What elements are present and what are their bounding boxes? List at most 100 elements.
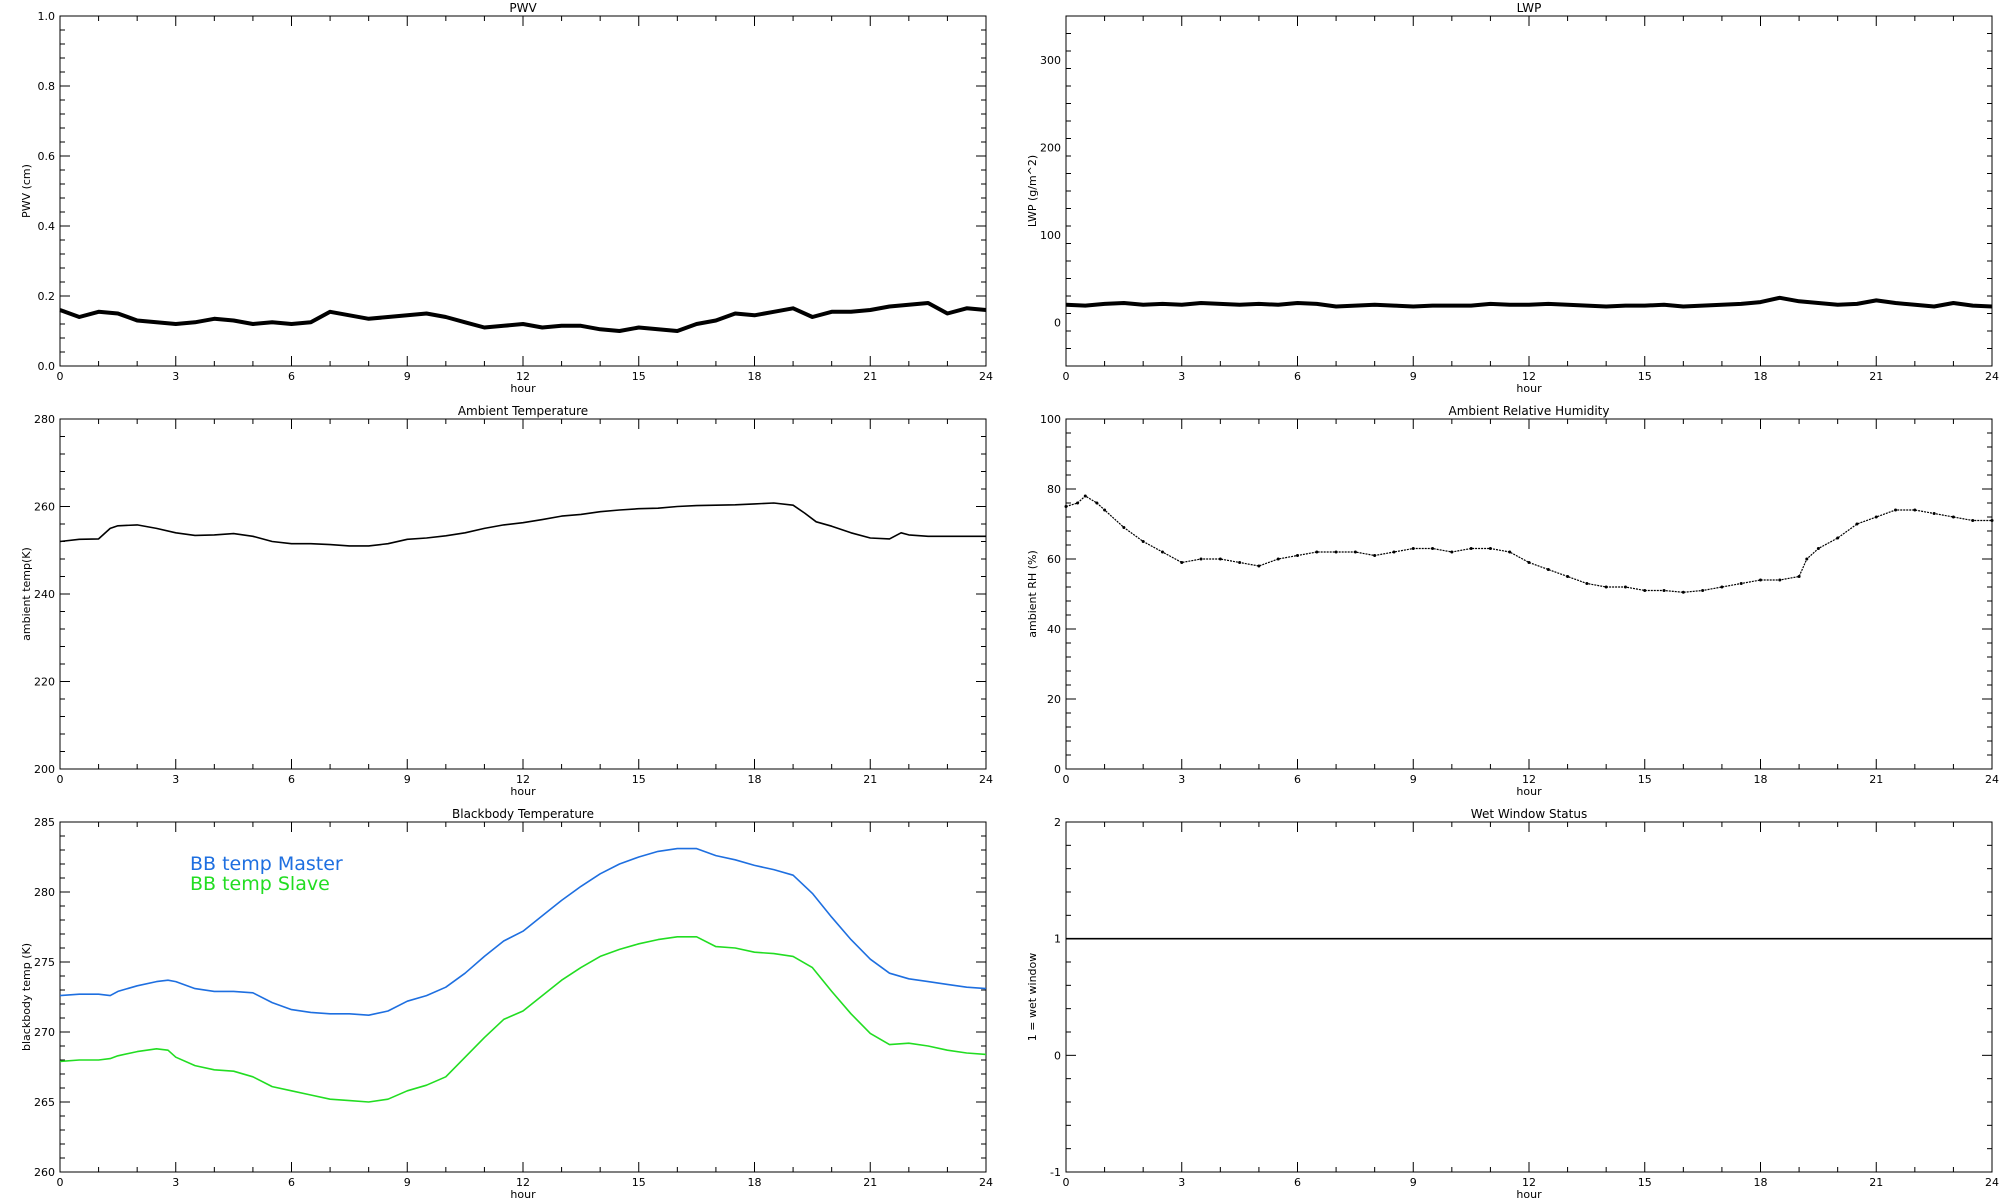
x-tick-label: 9: [1410, 1176, 1417, 1189]
x-tick-label: 0: [1063, 773, 1070, 786]
x-tick-label: 24: [1985, 1176, 1999, 1189]
x-tick-label: 12: [516, 773, 530, 786]
data-point: [1469, 547, 1473, 550]
x-tick-label: 6: [1294, 370, 1301, 383]
y-tick-label: 40: [1047, 623, 1061, 636]
x-tick-label: 24: [1985, 773, 1999, 786]
y-tick-label: 200: [34, 763, 55, 776]
y-tick-label: 280: [34, 413, 55, 426]
y-tick-label: 0: [1054, 316, 1061, 329]
x-tick-label: 12: [1522, 773, 1536, 786]
x-tick-label: 3: [1178, 1176, 1185, 1189]
y-tick-label: 1: [1054, 933, 1061, 946]
chart-title: Ambient Relative Humidity: [1449, 404, 1610, 418]
legend-entry-2: BB temp Slave: [190, 873, 330, 895]
x-tick-label: 3: [172, 370, 179, 383]
series-line-1: [59, 847, 987, 1016]
x-tick-label: 24: [979, 773, 993, 786]
y-tick-label: 20: [1047, 693, 1061, 706]
y-axis-label: blackbody temp (K): [20, 943, 33, 1051]
x-tick-label: 0: [57, 773, 64, 786]
x-tick-label: 21: [1869, 773, 1883, 786]
y-tick-label: 0: [1054, 1049, 1061, 1062]
series-line-1: [59, 502, 986, 547]
y-tick-label: 0.0: [38, 360, 56, 373]
y-tick-label: 260: [34, 501, 55, 514]
x-tick-label: 12: [1522, 1176, 1536, 1189]
chart-panel-3: Ambient Temperature 0 3 6 9 12 15 18 21 24 hour 200…: [20, 404, 993, 798]
x-tick-label: 6: [288, 370, 295, 383]
x-tick-label: 12: [516, 1176, 530, 1189]
y-tick-label: 0.4: [38, 220, 56, 233]
x-axis-label: hour: [1516, 382, 1542, 395]
x-axis-label: hour: [510, 1188, 536, 1200]
y-tick-label: 270: [34, 1026, 55, 1039]
x-tick-label: 9: [1410, 370, 1417, 383]
chart-panel-2: LWP 0 3 6 9 12 15 18 21 24 hour 0 100 200 300 LWP (g/m^…: [1026, 1, 1999, 395]
y-tick-label: 285: [34, 816, 55, 829]
y-tick-label: 200: [1040, 141, 1061, 154]
x-tick-label: 24: [979, 370, 993, 383]
x-tick-label: 21: [1869, 1176, 1883, 1189]
x-tick-label: 18: [748, 773, 762, 786]
chart-title: PWV: [509, 1, 537, 15]
y-tick-label: 80: [1047, 483, 1061, 496]
y-tick-label: -1: [1050, 1166, 1061, 1179]
y-tick-label: 300: [1040, 54, 1061, 67]
data-point: [1720, 585, 1724, 589]
x-tick-label: 18: [748, 1176, 762, 1189]
data-point: [1990, 519, 1994, 522]
series-1: [1064, 494, 1994, 594]
y-tick-label: 220: [34, 676, 55, 689]
y-axis-label: LWP (g/m^2): [1026, 155, 1039, 227]
x-tick-label: 18: [748, 370, 762, 383]
y-tick-label: 100: [1040, 413, 1061, 426]
x-tick-label: 21: [863, 370, 877, 383]
legend-entry-1: BB temp Master: [190, 853, 343, 875]
y-tick-label: 280: [34, 886, 55, 899]
x-tick-label: 6: [1294, 1176, 1301, 1189]
x-axis-label: hour: [510, 785, 536, 798]
x-axis-label: hour: [1516, 1188, 1542, 1200]
plot-frame: [1065, 418, 1993, 770]
x-tick-label: 0: [57, 1176, 64, 1189]
series-line-1: [1065, 295, 1993, 309]
x-tick-label: 18: [1754, 773, 1768, 786]
chart-title: Wet Window Status: [1471, 807, 1587, 821]
x-tick-label: 0: [1063, 1176, 1070, 1189]
y-tick-label: 2: [1054, 816, 1061, 829]
x-tick-label: 0: [57, 370, 64, 383]
y-tick-label: 265: [34, 1096, 55, 1109]
x-tick-label: 18: [1754, 370, 1768, 383]
x-tick-label: 3: [1178, 773, 1185, 786]
y-tick-label: 60: [1047, 553, 1061, 566]
data-point: [1759, 578, 1762, 582]
x-tick-label: 15: [632, 773, 646, 786]
chart-panel-4: Ambient Relative Humidity 0 3 6 9 12 15 18 21 24 h…: [1026, 404, 1999, 798]
chart-title: Blackbody Temperature: [452, 807, 594, 821]
x-tick-label: 12: [1522, 370, 1536, 383]
x-tick-label: 15: [1638, 370, 1652, 383]
x-tick-label: 18: [1754, 1176, 1768, 1189]
x-tick-label: 24: [1985, 370, 1999, 383]
x-tick-label: 9: [404, 1176, 411, 1189]
x-tick-label: 0: [1063, 370, 1070, 383]
x-tick-label: 9: [404, 773, 411, 786]
y-tick-label: 100: [1040, 229, 1061, 242]
plot-frame: [59, 418, 987, 770]
y-tick-label: 275: [34, 956, 55, 969]
series-trace: [1065, 495, 1992, 593]
data-point: [1951, 515, 1955, 519]
chart-title: Ambient Temperature: [458, 404, 588, 418]
y-axis-label: PWV (cm): [20, 164, 33, 218]
data-point: [1315, 550, 1319, 554]
x-tick-label: 21: [1869, 370, 1883, 383]
x-axis-label: hour: [1516, 785, 1542, 798]
y-tick-label: 260: [34, 1166, 55, 1179]
x-tick-label: 9: [1410, 773, 1417, 786]
x-tick-label: 21: [863, 1176, 877, 1189]
plot-frame: [1065, 15, 1993, 367]
x-tick-label: 3: [172, 1176, 179, 1189]
